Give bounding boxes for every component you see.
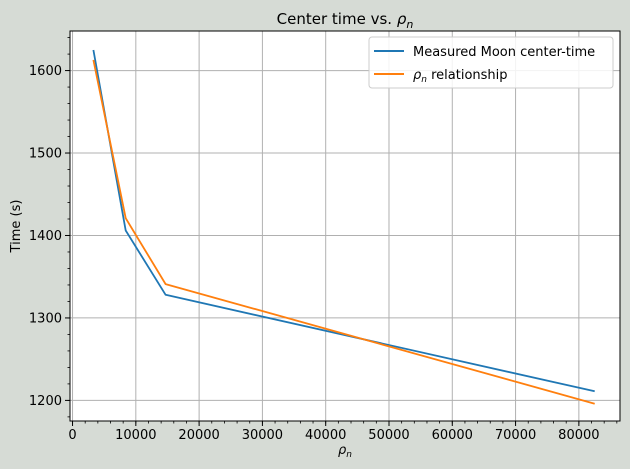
legend-label-measured: Measured Moon center-time	[413, 45, 595, 60]
plot-area	[70, 31, 620, 421]
legend: Measured Moon center-time ρn relationshi…	[368, 36, 614, 89]
x-tick-label: 40000	[305, 428, 346, 443]
x-tick-label: 60000	[432, 428, 473, 443]
x-tick-label: 70000	[495, 428, 536, 443]
x-tick-label: 10000	[115, 428, 156, 443]
x-tick-label: 30000	[242, 428, 283, 443]
y-tick-label: 1500	[29, 147, 62, 162]
x-tick-label: 0	[68, 428, 76, 443]
y-tick-label: 1600	[29, 64, 62, 79]
y-tick-label: 1300	[29, 311, 62, 326]
y-tick-label: 1200	[29, 394, 62, 409]
plot-frame	[69, 30, 621, 422]
y-axis-label: Time (s)	[9, 200, 24, 254]
y-tick-label: 1400	[29, 229, 62, 244]
x-tick-label: 80000	[558, 428, 599, 443]
x-tick-label: 20000	[178, 428, 219, 443]
x-axis-label: ρn	[338, 443, 352, 460]
series-line-1	[92, 59, 595, 405]
series-layer	[92, 49, 595, 405]
axis-ticks: 0 10000 20000 30000 40000 50000 60000 70000 8000…	[29, 37, 618, 443]
chart-title: Center time vs. ρn	[277, 10, 414, 31]
x-tick-label: 50000	[368, 428, 409, 443]
legend-box	[368, 36, 614, 89]
legend-label-relationship: ρn relationship	[413, 68, 508, 85]
